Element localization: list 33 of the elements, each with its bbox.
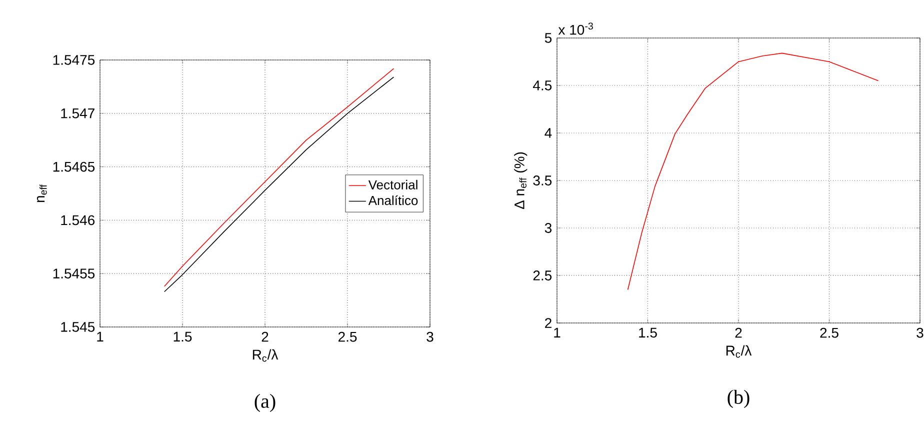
y-tick-label: 3.5 [533, 176, 552, 186]
x-tick-label: 1.5 [174, 332, 192, 342]
x-tick-label: 3 [426, 332, 434, 342]
y-tick-label: 2 [545, 318, 552, 328]
x-tick-label: 3 [916, 328, 924, 338]
y-axis-title: Δ n$_{eff}$ (%) [514, 152, 528, 210]
y-tick-label: 1.545 [61, 322, 95, 332]
x-tick-label: 1 [554, 328, 560, 338]
x-tick-label: 2.5 [820, 328, 838, 338]
text: (a) [254, 394, 276, 412]
y-tick-label: 1.5465 [53, 162, 95, 172]
y-tick-label: 4.5 [532, 80, 552, 90]
x-axis-title: R$_{c}$/λ [252, 349, 278, 362]
y-tick-label: 1.5475 [53, 55, 95, 65]
text: x 10$^{-3}$ [558, 22, 593, 35]
x-tick-label: 2.5 [338, 332, 357, 342]
y-tick-label: 2.5 [533, 270, 552, 280]
x-tick-label: 2 [735, 328, 742, 338]
y-tick-label: 3 [544, 223, 552, 233]
y-tick-label: 1.547 [61, 108, 94, 118]
y-tick-label: 4 [544, 128, 552, 138]
x-tick-label: 1 [97, 332, 104, 342]
y-tick-label: 5 [544, 33, 552, 43]
y-tick-label: 1.5455 [53, 268, 95, 278]
y-axis-title: n$_{eff}$ [36, 184, 47, 202]
x-axis-title: R$_{c}$/λ [726, 345, 752, 358]
y-tick-label: 1.546 [61, 215, 95, 226]
legend-label: Vectorial [368, 180, 418, 190]
x-tick-label: 2 [262, 332, 268, 342]
text: (b) [728, 390, 750, 408]
legend-label: Analítico [368, 195, 418, 206]
x-tick-label: 1.5 [639, 328, 657, 338]
line-series [627, 52, 879, 290]
